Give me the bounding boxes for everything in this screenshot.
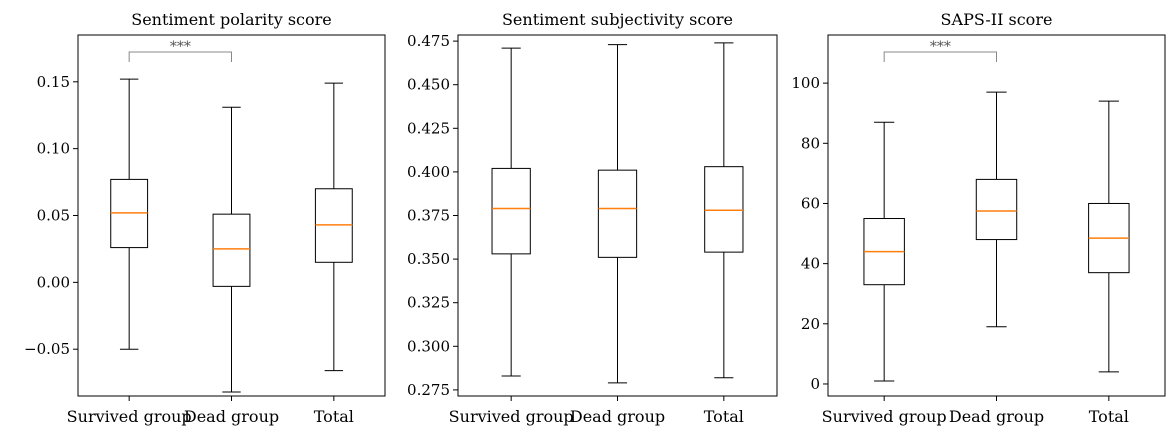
x-tick-label: Dead group xyxy=(184,407,279,426)
box-plot-1 xyxy=(491,47,531,377)
x-tick-label: Total xyxy=(314,407,354,426)
plot-frame xyxy=(827,34,1166,397)
y-tick-label: 100 xyxy=(791,74,820,92)
y-tick-label: 0.05 xyxy=(37,207,70,225)
box-iqr xyxy=(704,166,744,253)
box-plot-3 xyxy=(704,42,744,379)
y-tick-label: 0.400 xyxy=(407,163,450,181)
x-tick-label: Dead group xyxy=(570,407,665,426)
box-plot-1 xyxy=(110,78,149,350)
significance-label: *** xyxy=(170,39,191,55)
box-iqr xyxy=(597,169,638,258)
chart-svg: SAPS-II score 0 20 40 60 80 100 Survived group D… xyxy=(791,10,1166,426)
chart-svg: Sentiment polarity score −0.05 0.00 0.05 0.1… xyxy=(24,10,386,426)
significance-bracket: *** xyxy=(883,39,997,62)
y-tick-label: 0.15 xyxy=(37,73,70,91)
y-tick-label: 0 xyxy=(810,375,820,393)
box-iqr xyxy=(212,213,251,287)
box-plot-2 xyxy=(597,44,638,384)
y-tick-label: 0.00 xyxy=(37,273,70,291)
y-tick-label: 0.10 xyxy=(37,140,70,158)
y-tick-label: 0.475 xyxy=(407,32,450,50)
x-tick-label: Total xyxy=(704,407,744,426)
y-tick-label: 0.325 xyxy=(407,294,450,312)
significance-bracket: *** xyxy=(128,39,232,62)
bracket-line xyxy=(883,51,997,62)
box-iqr xyxy=(975,178,1018,241)
box-iqr xyxy=(491,167,531,255)
x-tick-label: Survived group xyxy=(67,407,192,426)
y-tick-label: 0.300 xyxy=(407,337,450,355)
y-tick-label: 0.375 xyxy=(407,207,450,225)
chart-panel-subjectivity: Sentiment subjectivity score 0.275 0.300 0.… xyxy=(390,0,785,435)
y-tick-label: 40 xyxy=(801,255,820,273)
chart-panel-saps: SAPS-II score 0 20 40 60 80 100 Survived group D… xyxy=(785,0,1171,435)
chart-title: Sentiment subjectivity score xyxy=(502,10,733,29)
chart-panel-polarity: Sentiment polarity score −0.05 0.00 0.05 0.1… xyxy=(0,0,390,435)
y-tick-label: 0.350 xyxy=(407,250,450,268)
y-tick-label: 0.425 xyxy=(407,119,450,137)
box-plot-3 xyxy=(314,82,353,372)
y-tick-label: 0.275 xyxy=(407,381,450,399)
x-tick-label: Total xyxy=(1089,407,1129,426)
bracket-line xyxy=(128,51,232,62)
chart-svg: Sentiment subjectivity score 0.275 0.300 0.… xyxy=(407,10,778,426)
box-plot-1 xyxy=(863,121,905,382)
chart-title: SAPS-II score xyxy=(941,10,1053,29)
x-tick-label: Dead group xyxy=(949,407,1044,426)
chart-title: Sentiment polarity score xyxy=(131,10,332,29)
y-tick-label: 20 xyxy=(801,315,820,333)
box-plot-3 xyxy=(1088,100,1130,373)
significance-label: *** xyxy=(930,39,951,55)
y-tick-label: 60 xyxy=(801,194,820,212)
y-tick-label: 80 xyxy=(801,134,820,152)
y-tick-label: 0.450 xyxy=(407,76,450,94)
box-plot-2 xyxy=(975,91,1018,328)
x-tick-label: Survived group xyxy=(822,407,947,426)
y-tick-label: −0.05 xyxy=(24,340,70,358)
x-tick-label: Survived group xyxy=(449,407,574,426)
box-plot-2 xyxy=(212,106,251,393)
